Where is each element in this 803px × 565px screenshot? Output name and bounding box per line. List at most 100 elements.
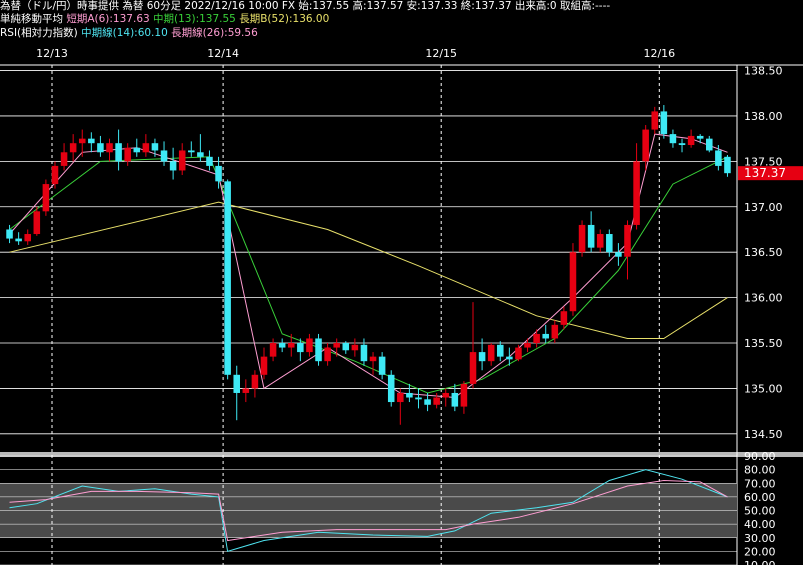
rsi-long-line (9, 479, 728, 542)
price-tick-label: 138.00 (744, 110, 783, 123)
candle-body (424, 399, 431, 405)
candle-body (669, 134, 677, 144)
candle-body (333, 343, 340, 348)
candle-body (342, 343, 350, 351)
candle-body (42, 184, 50, 212)
candle-body (133, 147, 141, 153)
candle-body (569, 252, 577, 312)
last-price-badge (738, 166, 803, 181)
ma-mid-line (9, 156, 728, 394)
candle-body (115, 143, 122, 162)
candle-body (97, 143, 104, 153)
candle-body (315, 338, 322, 362)
price-tick-label: 134.50 (744, 428, 783, 441)
candle-body (160, 150, 168, 162)
candle-body (387, 374, 395, 403)
ma-mid-legend: 中期(13):137.55 (153, 13, 236, 25)
candle-body (615, 252, 622, 257)
candle-body (51, 165, 59, 185)
candle-body (469, 352, 477, 384)
candle-body (242, 388, 250, 393)
candle-body (369, 356, 377, 362)
price-tick-label: 135.50 (744, 337, 783, 350)
rsi-tick-label: 30.00 (744, 532, 776, 545)
candle-body (560, 311, 568, 325)
ma-long-line (9, 201, 728, 339)
candle-body (124, 147, 131, 162)
price-tick-label: 138.50 (744, 65, 783, 78)
date-label: 12/15 (425, 47, 458, 60)
ma-long-legend: 長期B(52):136.00 (239, 13, 330, 25)
candle-body (515, 347, 522, 360)
candle-body (33, 211, 41, 235)
candle-body (78, 138, 86, 144)
candle-body (224, 181, 231, 375)
candle-body (260, 356, 268, 375)
date-label: 12/13 (36, 47, 68, 60)
candle-body (678, 143, 686, 146)
candle-body (169, 161, 177, 171)
rsi-tick-label: 60.00 (744, 491, 776, 504)
candle-body (233, 374, 241, 393)
rsi-long-legend: 長期線(26):59.56 (171, 27, 258, 39)
candle-body (624, 224, 631, 257)
candle-body (651, 111, 659, 130)
candle-body (706, 138, 713, 151)
candle-body (287, 343, 295, 348)
panel-separator (0, 452, 803, 457)
rsi-tick-label: 10.00 (744, 559, 776, 565)
candle-body (15, 238, 22, 242)
rsi-tick-label: 40.00 (744, 518, 776, 531)
candle-body (633, 161, 640, 225)
ma-legend: 単純移動平均 短期A(6):137.63 中期(13):137.55 長期B(5… (0, 13, 329, 26)
rsi-tick-label: 80.00 (744, 464, 776, 477)
candle-body (496, 344, 504, 357)
candle-body (406, 392, 413, 398)
candle-body (351, 344, 359, 351)
candle-body (360, 344, 368, 362)
rsi-mid-legend: 中期線(14):60.10 (81, 27, 168, 39)
candle-body (460, 383, 468, 407)
candle-body (297, 343, 304, 353)
candle-body (106, 143, 113, 153)
candle-body (378, 356, 386, 375)
candle-body (415, 397, 422, 400)
rsi-tick-label: 50.00 (744, 505, 776, 518)
candle-body (69, 143, 77, 153)
chart-header-title: 為替（ドル/円）時事提供 為替 60分足 2022/12/16 10:00 FX… (0, 0, 610, 13)
candle-body (269, 343, 277, 357)
candle-body (324, 347, 331, 362)
candle-body (188, 150, 195, 153)
candle-body (524, 343, 531, 348)
candle-body (506, 356, 513, 360)
candle-body (696, 135, 704, 139)
candle-body (306, 338, 313, 353)
candle-body (533, 333, 540, 344)
ma-short-legend: 短期A(6):137.63 (66, 13, 150, 25)
candle-body (206, 156, 213, 166)
candle-body (542, 333, 549, 339)
price-tick-label: 135.00 (744, 382, 783, 395)
candle-body (724, 156, 731, 174)
candle-body (178, 150, 186, 171)
rsi-legend-label: RSI(相対力指数) (0, 27, 78, 39)
price-tick-label: 137.00 (744, 201, 783, 214)
price-tick-label: 136.50 (744, 246, 783, 259)
price-tick-label: 137.50 (744, 155, 783, 168)
candle-body (197, 152, 204, 157)
rsi-tick-label: 70.00 (744, 477, 776, 490)
candle-body (397, 392, 404, 403)
candle-body (551, 324, 559, 339)
date-label: 12/16 (643, 47, 676, 60)
candle-body (687, 135, 695, 146)
candle-body (215, 165, 222, 182)
candle-body (24, 234, 31, 242)
header-line-1: 為替（ドル/円）時事提供 為替 60分足 2022/12/16 10:00 FX… (0, 0, 611, 12)
price-tick-label: 136.00 (744, 292, 783, 305)
ma-legend-label: 単純移動平均 (0, 13, 63, 25)
candle-body (596, 234, 604, 248)
candle-body (442, 392, 450, 398)
candle-body (578, 224, 586, 253)
date-axis: 12/13 12/14 12/15 12/16 (0, 44, 803, 64)
candle-body (60, 152, 68, 166)
